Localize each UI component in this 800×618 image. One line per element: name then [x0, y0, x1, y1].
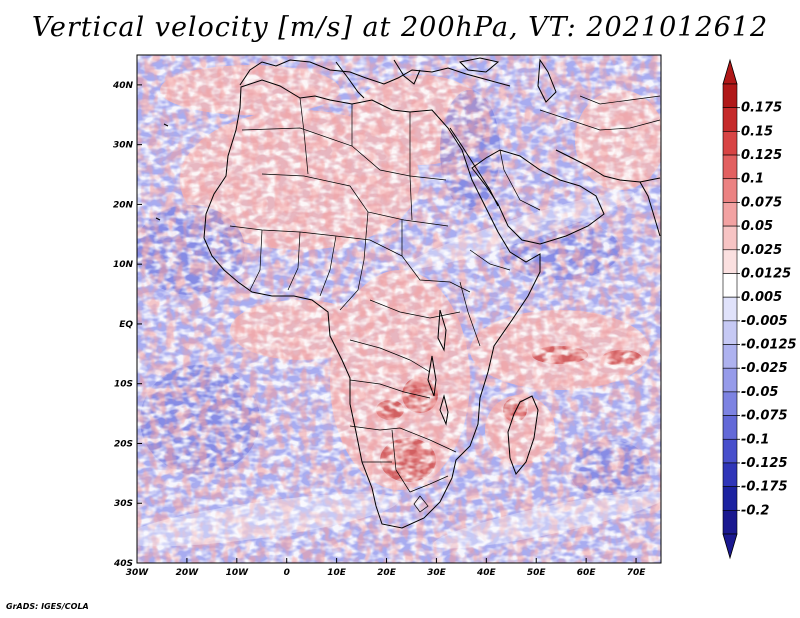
y-tick-label: 20S [114, 439, 133, 449]
y-tick-label: 30N [113, 141, 134, 151]
x-tick-label: 30W [126, 568, 150, 578]
colorbar-swatch [722, 462, 738, 487]
colorbar-label: -0.05 [741, 385, 778, 400]
x-tick-label: 30E [427, 568, 447, 578]
y-tick-label: 20N [113, 200, 134, 210]
colorbar-swatch [722, 178, 738, 203]
x-tick-label: 10E [327, 568, 347, 578]
y-axis-labels: 40N 30N 20N 10N EQ 10S 20S 30S 40S [112, 81, 134, 569]
x-tick-label: 20E [377, 568, 397, 578]
x-tick-label: 10W [226, 568, 250, 578]
madagascar-coastline [507, 395, 539, 475]
arabia-coastline [471, 149, 605, 245]
colorbar-swatch [722, 202, 738, 227]
colorbar-label: -0.075 [741, 409, 788, 424]
velocity-field [137, 55, 661, 563]
chart-title: Vertical velocity [m/s] at 200hPa, VT: 2… [31, 12, 769, 43]
country-borders [229, 95, 661, 513]
y-tick-label: 40S [113, 559, 133, 569]
colorbar-swatch [722, 320, 738, 345]
colorbar-swatch [722, 249, 738, 274]
colorbar-label: 0.005 [741, 290, 782, 305]
colorbar: 0.175 0.15 0.125 0.1 0.075 0.05 0.025 0.0125 0.0… [722, 58, 797, 560]
colorbar-label: 0.1 [741, 172, 764, 187]
colorbar-label: 0.05 [741, 219, 773, 234]
x-tick-label: 70E [627, 568, 647, 578]
colorbar-label: -0.125 [741, 456, 788, 471]
colorbar-label: -0.005 [741, 314, 788, 329]
colorbar-bottom-arrow [722, 533, 738, 560]
colorbar-swatch [722, 391, 738, 416]
colorbar-label: 0.125 [741, 148, 782, 163]
axis-ticks [136, 84, 637, 564]
grads-credit: GrADS: IGES/COLA [6, 602, 89, 611]
colorbar-swatch [722, 225, 738, 251]
colorbar-label: 0.175 [741, 101, 782, 116]
coastlines [155, 57, 661, 529]
y-tick-label: 40N [112, 81, 134, 91]
colorbar-label: 0.025 [741, 243, 782, 258]
y-tick-label: 30S [114, 499, 133, 509]
colorbar-label: 0.15 [741, 124, 773, 139]
colorbar-swatch [722, 83, 738, 108]
colorbar-swatch [722, 154, 738, 180]
colorbar-swatch [722, 131, 738, 156]
y-tick-label: 10N [113, 260, 134, 270]
x-axis-labels: 30W 20W 10W 0 10E 20E 30E 40E 50E 60E 70E [126, 568, 646, 578]
colorbar-label: -0.175 [741, 480, 788, 495]
y-tick-label: 10S [114, 380, 133, 390]
colorbar-swatch [722, 273, 738, 298]
colorbar-label: -0.1 [741, 432, 769, 447]
plot-frame [136, 54, 662, 564]
colorbar-swatch [722, 510, 738, 535]
colorbar-label: -0.025 [741, 361, 788, 376]
x-tick-label: 0 [284, 568, 290, 578]
y-tick-label: EQ [119, 320, 133, 330]
colorbar-swatch [722, 415, 738, 440]
colorbar-swatch [722, 438, 738, 464]
colorbar-label: 0.0125 [741, 266, 791, 281]
colorbar-label: -0.2 [741, 503, 769, 518]
colorbar-swatch [722, 486, 738, 511]
x-tick-label: 60E [577, 568, 597, 578]
colorbar-swatch [722, 344, 738, 369]
x-tick-label: 20W [176, 568, 200, 578]
x-tick-label: 50E [527, 568, 547, 578]
colorbar-top-arrow [722, 58, 738, 85]
x-tick-label: 40E [476, 568, 497, 578]
africa-coastline [203, 79, 541, 529]
colorbar-swatch [722, 367, 738, 393]
colorbar-swatch [722, 107, 738, 132]
colorbar-swatch [722, 296, 738, 322]
colorbar-label: -0.0125 [741, 338, 797, 353]
colorbar-label: 0.075 [741, 195, 782, 210]
